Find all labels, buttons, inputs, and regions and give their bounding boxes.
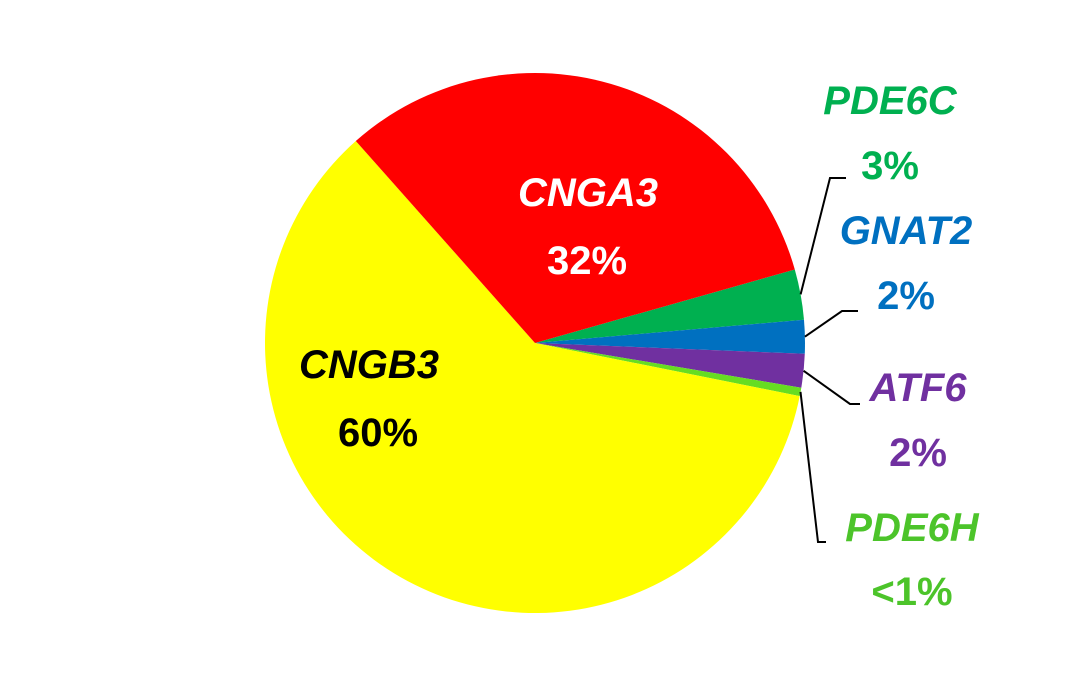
pie-slices	[264, 72, 805, 614]
pie-slice-pde6h	[535, 343, 802, 397]
pie-slice-pde6c	[535, 269, 804, 343]
pie-slice-gnat2	[535, 319, 805, 354]
leader-lines	[799, 177, 860, 543]
leader-line-pde6c	[799, 177, 846, 295]
slice-label-name-pde6c: PDE6C	[823, 79, 957, 123]
pie-slice-atf6	[535, 343, 805, 388]
pie-slice-cngb3	[264, 141, 800, 614]
leader-line-gnat2	[804, 310, 858, 338]
leader-line-pde6h	[799, 391, 826, 543]
slice-label-name-cnga3: CNGA3	[518, 171, 658, 215]
slice-label-value-atf6: 2%	[889, 431, 947, 475]
leader-line-atf6	[803, 369, 860, 405]
pie-slice-cnga3	[355, 72, 795, 344]
slice-label-value-gnat2: 2%	[877, 274, 935, 318]
slice-label-name-atf6: ATF6	[868, 366, 967, 410]
slice-label-name-gnat2: GNAT2	[840, 209, 973, 253]
slice-label-value-pde6c: 3%	[861, 144, 919, 188]
slice-label-value-cngb3: 60%	[338, 411, 418, 455]
slice-label-name-pde6h: PDE6H	[845, 506, 979, 550]
slice-label-value-pde6h: <1%	[871, 570, 952, 614]
slice-label-value-cnga3: 32%	[547, 239, 627, 283]
slice-label-name-cngb3: CNGB3	[299, 343, 439, 387]
